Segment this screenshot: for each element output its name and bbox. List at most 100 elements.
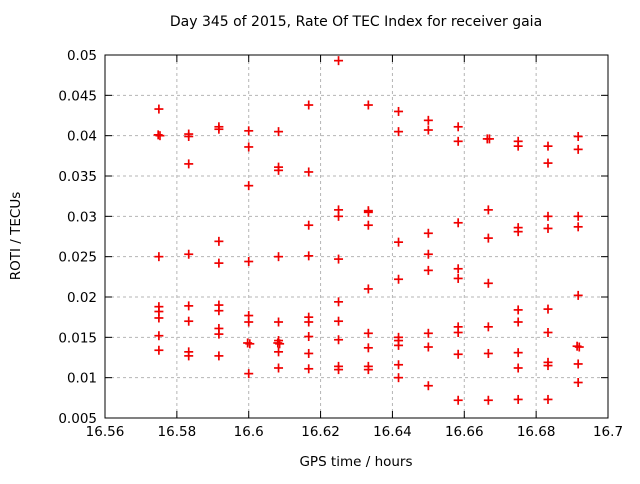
data-point	[274, 252, 284, 262]
data-point	[363, 365, 373, 375]
data-point	[363, 328, 373, 338]
data-point	[573, 211, 583, 221]
data-point	[304, 348, 314, 358]
data-point	[244, 317, 254, 327]
data-points-layer	[153, 56, 584, 405]
data-point	[423, 115, 433, 125]
x-tick-label: 16.66	[445, 424, 484, 440]
data-point	[513, 141, 523, 151]
data-point	[334, 56, 344, 66]
data-point	[363, 207, 373, 217]
data-point	[394, 274, 404, 284]
data-point	[304, 220, 314, 230]
data-point	[334, 335, 344, 345]
y-axis-label: ROTI / TECUs	[8, 192, 24, 280]
data-point	[304, 332, 314, 342]
data-point	[154, 313, 164, 323]
data-point	[573, 290, 583, 300]
data-point	[214, 329, 224, 339]
data-point	[394, 106, 404, 116]
data-point	[574, 342, 584, 352]
data-point	[513, 305, 523, 315]
data-point	[244, 181, 254, 191]
y-tick-label: 0.01	[67, 371, 97, 387]
data-point	[334, 254, 344, 264]
data-point	[453, 264, 463, 274]
data-point	[394, 360, 404, 370]
data-point	[543, 327, 553, 337]
tick-marks-layer	[104, 54, 609, 419]
data-point	[453, 218, 463, 228]
data-point	[184, 301, 194, 311]
data-point	[513, 317, 523, 327]
data-point	[423, 342, 433, 352]
y-tick-label: 0.03	[67, 209, 97, 225]
y-tick-label: 0.045	[58, 88, 97, 104]
data-point	[573, 222, 583, 232]
data-point	[513, 227, 523, 237]
data-point	[423, 265, 433, 275]
grid-layer	[105, 55, 608, 418]
data-point	[513, 363, 523, 373]
data-point	[453, 327, 463, 337]
data-point	[214, 124, 224, 134]
y-tick-label: 0.04	[67, 129, 97, 145]
data-point	[453, 122, 463, 132]
data-point	[154, 252, 164, 262]
data-point	[304, 317, 314, 327]
data-point	[423, 125, 433, 135]
data-point	[214, 258, 224, 268]
data-point	[184, 316, 194, 326]
data-point	[483, 278, 493, 288]
data-point	[334, 297, 344, 307]
data-point	[394, 373, 404, 383]
data-point	[483, 348, 493, 358]
data-point	[245, 339, 255, 349]
data-point	[573, 144, 583, 154]
data-point	[483, 395, 493, 405]
y-tick-label: 0.02	[67, 290, 97, 306]
data-point	[453, 395, 463, 405]
data-point	[363, 284, 373, 294]
data-point	[513, 348, 523, 358]
data-point	[274, 363, 284, 373]
data-point	[483, 233, 493, 243]
data-point	[453, 349, 463, 359]
data-point	[543, 361, 553, 371]
data-point	[423, 249, 433, 259]
x-tick-label: 16.7	[593, 424, 623, 440]
data-point	[334, 316, 344, 326]
data-point	[423, 381, 433, 391]
data-point	[214, 236, 224, 246]
data-point	[483, 322, 493, 332]
data-point	[394, 237, 404, 247]
data-point	[483, 205, 493, 215]
data-point	[275, 339, 285, 349]
data-point	[214, 351, 224, 361]
data-point	[573, 359, 583, 369]
data-point	[543, 141, 553, 151]
x-tick-label: 16.56	[86, 424, 125, 440]
data-point	[304, 100, 314, 110]
data-point	[543, 223, 553, 233]
x-tick-label: 16.62	[301, 424, 340, 440]
data-point	[155, 131, 165, 141]
data-point	[244, 369, 254, 379]
data-point	[423, 228, 433, 238]
y-tick-label: 0.025	[58, 250, 97, 266]
data-point	[304, 251, 314, 261]
data-point	[184, 249, 194, 259]
plot-border-layer	[104, 54, 609, 419]
data-point	[334, 211, 344, 221]
data-point	[184, 159, 194, 169]
y-tick-label: 0.005	[58, 411, 97, 427]
data-point	[274, 347, 284, 357]
data-point	[184, 131, 194, 141]
data-point	[154, 104, 164, 114]
y-tick-label: 0.035	[58, 169, 97, 185]
axis-labels-layer: Day 345 of 2015, Rate Of TEC Index for r…	[8, 14, 623, 470]
data-point	[394, 340, 404, 350]
data-point	[543, 304, 553, 314]
data-point	[334, 365, 344, 375]
